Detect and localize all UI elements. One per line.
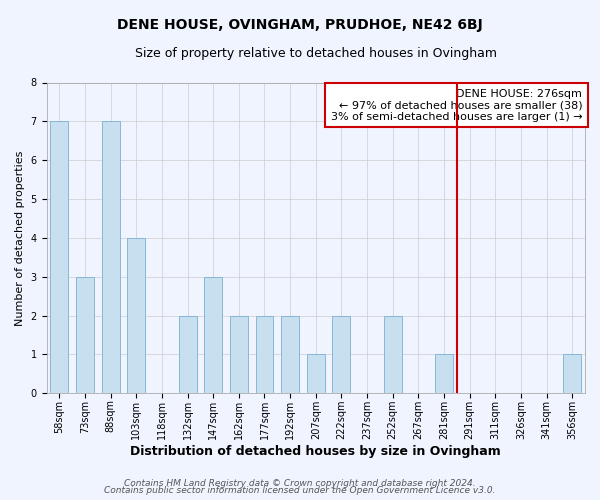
- Bar: [307, 354, 325, 393]
- Bar: [230, 316, 248, 393]
- Bar: [127, 238, 145, 393]
- Bar: [101, 122, 119, 393]
- Bar: [76, 276, 94, 393]
- Text: DENE HOUSE, OVINGHAM, PRUDHOE, NE42 6BJ: DENE HOUSE, OVINGHAM, PRUDHOE, NE42 6BJ: [117, 18, 483, 32]
- Bar: [50, 122, 68, 393]
- Text: DENE HOUSE: 276sqm
← 97% of detached houses are smaller (38)
3% of semi-detached: DENE HOUSE: 276sqm ← 97% of detached hou…: [331, 88, 583, 122]
- Bar: [281, 316, 299, 393]
- Title: Size of property relative to detached houses in Ovingham: Size of property relative to detached ho…: [135, 48, 497, 60]
- Bar: [332, 316, 350, 393]
- Y-axis label: Number of detached properties: Number of detached properties: [15, 150, 25, 326]
- Bar: [256, 316, 274, 393]
- Text: Contains public sector information licensed under the Open Government Licence v3: Contains public sector information licen…: [104, 486, 496, 495]
- Bar: [179, 316, 197, 393]
- Bar: [204, 276, 222, 393]
- X-axis label: Distribution of detached houses by size in Ovingham: Distribution of detached houses by size …: [130, 444, 501, 458]
- Bar: [384, 316, 401, 393]
- Bar: [563, 354, 581, 393]
- Bar: [435, 354, 453, 393]
- Text: Contains HM Land Registry data © Crown copyright and database right 2024.: Contains HM Land Registry data © Crown c…: [124, 478, 476, 488]
